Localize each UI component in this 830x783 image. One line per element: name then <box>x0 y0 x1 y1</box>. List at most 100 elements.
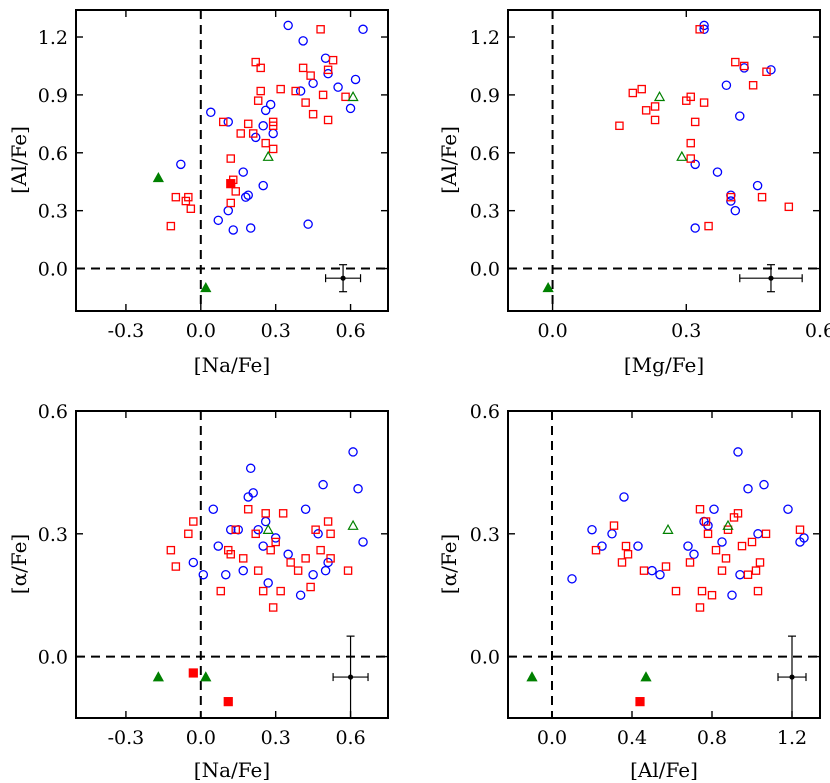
error-bar <box>332 635 369 718</box>
data-point-circles <box>690 159 700 170</box>
data-point-squares <box>323 65 333 75</box>
y-tick-label: 0.3 <box>470 524 500 546</box>
data-point-squares <box>661 562 671 571</box>
data-point-squares <box>328 55 338 65</box>
data-point-squares <box>184 192 193 202</box>
data-point-circles <box>308 78 318 89</box>
data-point-squares <box>717 566 727 575</box>
data-point-squares <box>711 545 721 555</box>
data-point-squares <box>268 117 278 127</box>
data-point-squares <box>258 586 268 596</box>
data-point-squares <box>707 590 717 600</box>
data-point-squares <box>316 545 325 555</box>
data-point-circles <box>759 479 769 490</box>
panel-alpha-vs-al-frame <box>507 410 821 719</box>
data-point-squares <box>261 138 270 148</box>
data-point-squares <box>731 57 740 67</box>
data-point-circles <box>198 569 209 580</box>
data-point-squares <box>311 525 320 534</box>
data-point-squares <box>293 566 303 575</box>
data-point-circles <box>303 219 313 229</box>
x-tick-label: 1.2 <box>777 727 807 749</box>
data-point-squares <box>695 25 704 34</box>
data-point-squares <box>739 61 749 71</box>
data-point-squares <box>695 603 705 612</box>
y-tick-label: 0.3 <box>38 201 68 223</box>
error-bar <box>739 264 803 293</box>
panel-al-vs-na-frame <box>75 9 389 312</box>
data-point-squares <box>216 586 226 596</box>
data-point-squares <box>721 554 731 563</box>
data-point-squares <box>323 517 333 526</box>
panel-al-vs-mg-ticks: 0.0 0.3 0.6 0.0 0.3 0.6 0.9 1.2 <box>470 10 830 342</box>
data-point-squares <box>726 192 736 202</box>
data-point-circles <box>263 578 273 588</box>
data-point-circles <box>248 488 258 498</box>
data-point-squares <box>171 562 181 571</box>
data-point-squares <box>747 537 757 547</box>
data-point-squares <box>318 90 328 100</box>
panel-al-vs-na-ticks: -0.3 0.0 0.3 0.6 0.0 0.3 0.6 0.9 1.2 <box>38 10 388 342</box>
data-point-circles <box>647 565 657 576</box>
data-point-squares <box>743 570 753 579</box>
panel-alpha-vs-na-marks <box>76 411 388 718</box>
data-point-squares <box>617 558 627 567</box>
data-point-squares <box>733 509 743 518</box>
data-point-circles <box>607 529 617 539</box>
data-point-squares <box>621 541 631 551</box>
data-point-squares <box>268 144 278 154</box>
data-point-squares <box>795 525 805 534</box>
panel-alpha-vs-na-xlabel: [Na/Fe] <box>194 758 270 782</box>
data-point-squares <box>248 129 258 138</box>
y-tick-label: 0.0 <box>38 647 68 669</box>
data-point-squares <box>326 529 335 539</box>
data-point-circles <box>353 484 363 494</box>
data-point-squares <box>686 92 695 102</box>
data-point-circles <box>245 463 256 474</box>
data-point-squares <box>650 102 660 111</box>
data-point-triangles <box>676 150 688 161</box>
data-point-squares <box>316 25 325 34</box>
data-point-squares <box>686 138 695 148</box>
data-point-circles <box>358 537 368 547</box>
panel-al-vs-na: -0.3 0.0 0.3 0.6 0.0 0.3 0.6 0.9 1.2 [Na/Fe] [Al… <box>7 9 389 377</box>
y-tick-label: 1.2 <box>38 27 68 49</box>
data-point-circles <box>243 190 253 200</box>
data-point-squares <box>253 566 263 575</box>
y-tick-label: 0.6 <box>38 401 68 423</box>
x-tick-label: 0.3 <box>671 320 701 342</box>
data-point-circles <box>735 111 745 121</box>
data-point-squares <box>615 121 624 131</box>
panel-al-vs-mg-ylabel: [Al/Fe] <box>437 126 461 194</box>
x-tick-label: 0.0 <box>537 727 567 749</box>
data-point-squares <box>231 525 240 534</box>
data-point-squares <box>253 96 263 105</box>
y-tick-label: 0.3 <box>38 524 68 546</box>
y-tick-label: 0.0 <box>470 259 500 281</box>
error-bar <box>325 264 362 293</box>
data-point-circles <box>345 103 356 114</box>
data-point-circles <box>258 180 268 191</box>
data-point-squares <box>301 554 310 563</box>
data-point-circles <box>228 225 238 235</box>
data-point-circles <box>318 479 328 490</box>
data-point-circles <box>709 504 719 514</box>
panel-al-vs-mg-frame <box>507 9 821 312</box>
y-tick-label: 0.9 <box>38 85 68 107</box>
error-bar-center <box>347 674 354 680</box>
data-point-circles <box>766 65 776 75</box>
data-point-squares <box>268 603 278 612</box>
data-point-circles <box>260 516 271 527</box>
data-point-squares <box>276 586 285 596</box>
data-point-circles <box>735 569 745 580</box>
x-tick-label: 0.6 <box>805 320 830 342</box>
data-point-squares <box>701 517 711 526</box>
data-point-squares <box>753 586 763 596</box>
data-point-squares <box>650 115 660 125</box>
x-tick-label: 0.8 <box>697 727 727 749</box>
panel-alpha-vs-na-ticks: -0.3 0.0 0.3 0.6 0.0 0.3 0.6 <box>38 401 388 749</box>
data-point-squares <box>243 504 253 514</box>
data-point-squares <box>697 586 707 596</box>
data-point-squares <box>291 86 300 96</box>
panel-al-vs-na-marks <box>76 10 388 311</box>
